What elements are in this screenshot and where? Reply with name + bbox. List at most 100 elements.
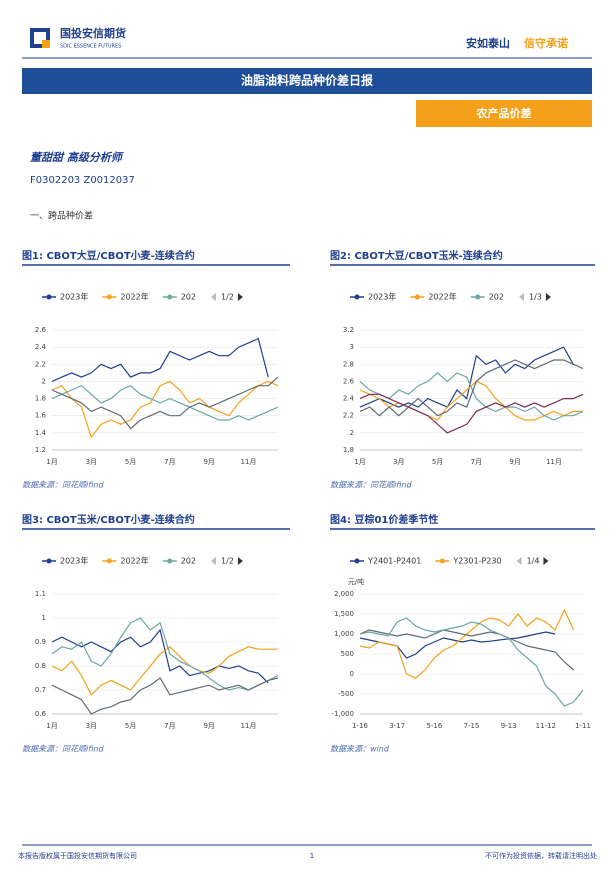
y-tick-label: 0.6 xyxy=(35,710,47,718)
title-bar xyxy=(22,68,592,94)
x-tick-label: 5月 xyxy=(125,458,136,466)
footer-right: 不可作为投资依据，转载请注明出处 xyxy=(485,851,597,860)
legend-next[interactable] xyxy=(545,293,551,301)
author: 董甜甜 高级分析师 xyxy=(30,151,124,164)
x-tick-label: 1月 xyxy=(354,458,365,466)
y-tick-label: 2 xyxy=(42,377,46,385)
x-tick-label: 9月 xyxy=(203,722,214,730)
series-line xyxy=(359,359,584,417)
x-tick-label: 3月 xyxy=(86,458,97,466)
legend-page: 1/3 xyxy=(529,293,542,302)
legend-page: 1/4 xyxy=(527,557,540,566)
series-line xyxy=(359,393,584,434)
legend-swatch xyxy=(354,558,360,564)
legend-label: 2023年 xyxy=(60,556,88,566)
slogan: 信守承诺 xyxy=(524,36,568,50)
y-tick-label: 0.8 xyxy=(35,662,46,670)
legend-label: 202 xyxy=(181,293,196,302)
legend-swatch xyxy=(106,294,112,300)
x-tick-label: 1月 xyxy=(46,458,57,466)
series-line xyxy=(51,628,269,684)
legend-prev xyxy=(211,293,216,301)
series-line xyxy=(359,372,584,421)
legend-next[interactable] xyxy=(543,557,549,565)
chart-title: 图4: 豆棕01价差季节性 xyxy=(330,513,438,526)
y-tick-label: 1,500 xyxy=(334,610,354,618)
x-tick-label: 9-13 xyxy=(501,722,517,730)
section: 一、跨品种价差 xyxy=(30,210,93,222)
x-tick-label: 5-16 xyxy=(426,722,442,730)
y-tick-label: -500 xyxy=(338,690,354,698)
legend-swatch xyxy=(354,294,360,300)
y-tick-label: 2.2 xyxy=(343,412,354,420)
series-line xyxy=(51,677,279,715)
y-axis-label: 元/吨 xyxy=(348,577,364,586)
x-tick-label: 9月 xyxy=(509,458,520,466)
series-line xyxy=(51,337,269,382)
x-tick-label: 3-17 xyxy=(389,722,405,730)
legend-next[interactable] xyxy=(237,293,243,301)
legend-page: 1/2 xyxy=(221,293,234,302)
x-tick-label: 5月 xyxy=(125,722,136,730)
y-tick-label: 2.4 xyxy=(35,343,47,351)
legend-swatch xyxy=(475,294,481,300)
x-tick-label: 11月 xyxy=(546,458,562,466)
page-number: 1 xyxy=(310,852,314,860)
legend-swatch xyxy=(106,558,112,564)
y-tick-label: 2 xyxy=(350,429,354,437)
y-tick-label: 1.4 xyxy=(35,429,47,437)
legend-swatch xyxy=(439,558,445,564)
y-tick-label: 0.7 xyxy=(35,686,46,694)
x-tick-label: 5月 xyxy=(432,458,443,466)
source: 数据来源：同花顺ifind xyxy=(22,745,104,754)
report-title: 油脂油料跨品种价差日报 xyxy=(241,73,373,88)
y-tick-label: 1.1 xyxy=(35,590,46,598)
chart-title: 图1: CBOT大豆/CBOT小麦-连续合约 xyxy=(22,249,195,262)
tag: 农产品价差 xyxy=(476,106,532,120)
chart-title: 图3: CBOT玉米/CBOT小麦-连续合约 xyxy=(22,513,195,526)
legend-label: 2022年 xyxy=(120,556,148,566)
y-tick-label: 1.6 xyxy=(35,412,47,420)
x-tick-label: 9月 xyxy=(203,458,214,466)
legend-next[interactable] xyxy=(237,557,243,565)
source: 数据来源：同花顺ifind xyxy=(330,481,412,490)
series-line xyxy=(51,384,279,421)
legend-label: Y2301-P230 xyxy=(452,557,501,566)
y-tick-label: 1,000 xyxy=(334,630,354,638)
legend-swatch xyxy=(167,294,173,300)
series-line xyxy=(51,646,278,696)
y-tick-label: 2,000 xyxy=(334,590,354,598)
slogan: 安如泰山 xyxy=(466,36,510,50)
y-tick-label: 2.2 xyxy=(35,360,46,368)
legend-swatch xyxy=(167,558,173,564)
chart-title: 图2: CBOT大豆/CBOT玉米-连续合约 xyxy=(330,249,503,262)
series-line xyxy=(359,608,575,679)
series-line xyxy=(51,380,279,439)
footer-left: 本报告版权属于国投安信期货有限公司 xyxy=(18,851,137,860)
legend-label: 2022年 xyxy=(120,292,148,302)
series-line xyxy=(51,376,279,430)
y-tick-label: 1.8 xyxy=(35,395,46,403)
x-tick-label: 7-15 xyxy=(464,722,480,730)
logo-subtext: SDIC ESSENCE FUTURES xyxy=(60,44,121,50)
source: 数据来源：同花顺ifind xyxy=(22,481,104,490)
y-tick-label: 0 xyxy=(350,670,354,678)
y-tick-label: 2.6 xyxy=(343,377,355,385)
legend-swatch xyxy=(46,558,52,564)
x-tick-label: 11月 xyxy=(241,458,257,466)
y-tick-label: 1 xyxy=(42,614,46,622)
x-tick-label: 11-12 xyxy=(536,722,556,730)
legend-swatch xyxy=(414,294,420,300)
legend-label: 2023年 xyxy=(60,292,88,302)
x-tick-label: 1月 xyxy=(46,722,57,730)
x-tick-label: 7月 xyxy=(164,458,175,466)
tag-box xyxy=(416,100,592,127)
y-tick-label: 0.9 xyxy=(35,638,46,646)
legend-prev xyxy=(519,293,524,301)
series-line xyxy=(359,629,575,671)
y-tick-label: -1,000 xyxy=(331,710,354,718)
legend-label: Y2401-P2401 xyxy=(367,557,421,566)
legend-prev xyxy=(211,557,216,565)
x-tick-label: 3月 xyxy=(86,722,97,730)
x-tick-label: 1-16 xyxy=(352,722,368,730)
